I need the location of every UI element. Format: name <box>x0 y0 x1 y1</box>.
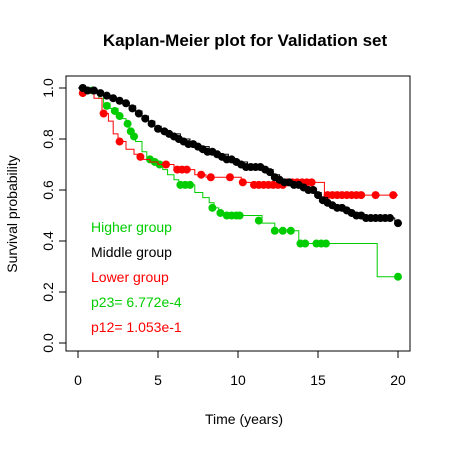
y-axis-label: Survival probability <box>4 155 20 273</box>
censor-point <box>389 191 398 200</box>
censor-point <box>309 186 318 194</box>
censor-point <box>216 208 225 217</box>
censor-point <box>99 109 108 118</box>
censor-point <box>102 91 111 100</box>
x-axis-label: Time (years) <box>205 411 283 427</box>
censor-point <box>278 226 287 235</box>
censor-point <box>307 178 316 187</box>
censor-point <box>235 211 244 220</box>
censor-point <box>110 106 119 115</box>
legend: Higher group Middle group Lower group <box>91 219 172 285</box>
chart-title: Kaplan-Meier plot for Validation set <box>103 31 388 50</box>
y-tick-label: 0.4 <box>40 231 56 251</box>
censor-point <box>141 114 150 123</box>
censor-point <box>357 191 366 200</box>
censor-point <box>301 239 310 248</box>
survival-curve <box>78 87 398 224</box>
censor-point <box>154 124 162 133</box>
censor-point <box>208 203 217 212</box>
censor-point <box>322 239 330 248</box>
censor-point <box>394 219 402 228</box>
y-tick-label: 0.8 <box>40 129 56 149</box>
censor-point <box>314 191 322 200</box>
censor-point <box>162 160 170 169</box>
censor-point <box>266 168 274 177</box>
censor-point <box>115 96 124 105</box>
p-value-annotation: p23= 6.772e-4 <box>91 294 182 310</box>
censor-point <box>102 101 111 110</box>
y-tick-label: 0.0 <box>40 333 56 353</box>
censor-point <box>197 170 206 179</box>
censor-point <box>386 214 394 223</box>
censor-point <box>270 226 279 235</box>
x-tick-label: 0 <box>74 372 82 388</box>
x-tick-label: 15 <box>310 372 326 388</box>
censor-point <box>182 165 191 174</box>
legend-entry: Middle group <box>91 244 172 260</box>
censor-point <box>147 119 156 128</box>
x-tick-label: 10 <box>230 372 246 388</box>
x-tick-label: 20 <box>390 372 406 388</box>
y-tick-label: 1.0 <box>40 78 56 98</box>
legend-entry: Lower group <box>91 269 169 285</box>
series-layer <box>78 84 402 281</box>
p-value-annotation: p12= 1.053e-1 <box>91 319 182 335</box>
censor-point <box>394 272 402 281</box>
censor-point <box>122 99 130 108</box>
x-axis: 0 5 10 15 20 <box>74 350 406 388</box>
y-tick-label: 0.6 <box>40 180 56 200</box>
censor-point <box>90 86 98 95</box>
censor-point <box>371 191 380 200</box>
censor-point <box>286 226 295 235</box>
y-axis: 0.0 0.2 0.4 0.6 0.8 1.0 <box>40 78 67 353</box>
censor-point <box>115 137 124 146</box>
censor-point <box>128 104 137 113</box>
censor-point <box>123 119 132 128</box>
annotations: p23= 6.772e-4 p12= 1.053e-1 <box>91 294 182 335</box>
censor-point <box>226 173 234 182</box>
series-middle-group <box>78 84 402 228</box>
x-tick-label: 5 <box>154 372 162 388</box>
series-higher-group <box>78 86 402 281</box>
y-tick-label: 0.2 <box>40 282 56 302</box>
censor-point <box>136 152 145 161</box>
censor-point <box>206 173 215 182</box>
censor-point <box>96 89 105 98</box>
censor-point <box>115 112 124 121</box>
censor-point <box>130 132 138 141</box>
censor-point <box>83 86 92 95</box>
censor-point <box>254 216 263 225</box>
legend-entry: Higher group <box>91 219 172 235</box>
censor-point <box>109 94 118 103</box>
censor-point <box>238 178 247 187</box>
censor-point <box>134 109 143 118</box>
censor-point <box>186 180 194 189</box>
